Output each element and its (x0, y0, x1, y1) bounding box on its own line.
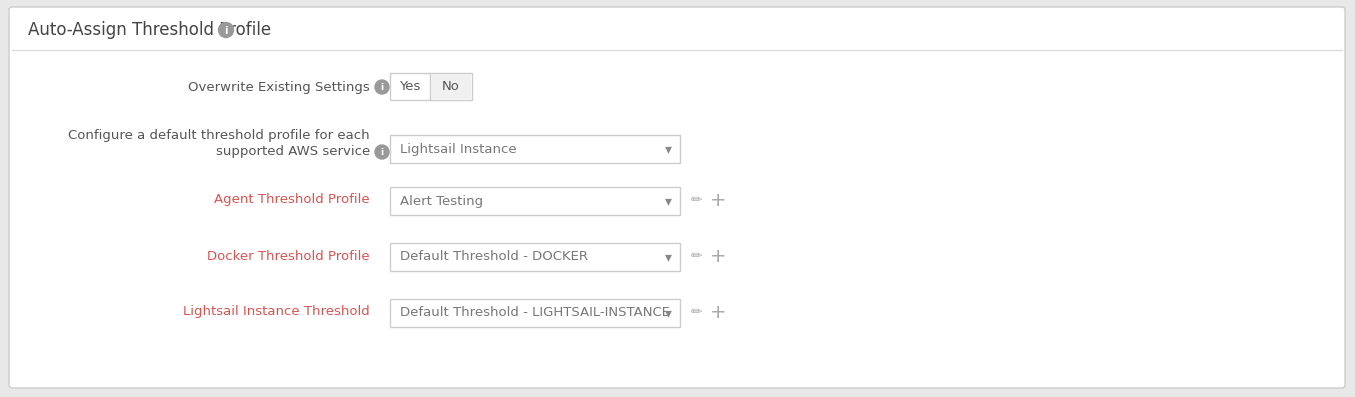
Text: ▾: ▾ (664, 306, 672, 320)
FancyBboxPatch shape (390, 299, 680, 327)
Text: i: i (224, 25, 228, 35)
Circle shape (375, 145, 389, 159)
Text: Default Threshold - LIGHTSAIL-INSTANCE: Default Threshold - LIGHTSAIL-INSTANCE (400, 306, 669, 320)
Text: Yes: Yes (400, 80, 420, 93)
Text: Agent Threshold Profile: Agent Threshold Profile (214, 193, 370, 206)
Circle shape (375, 80, 389, 94)
Text: +: + (710, 191, 726, 210)
FancyBboxPatch shape (431, 74, 472, 99)
FancyBboxPatch shape (390, 187, 680, 215)
Text: Docker Threshold Profile: Docker Threshold Profile (207, 249, 370, 262)
Circle shape (218, 23, 233, 37)
Text: ▾: ▾ (664, 142, 672, 156)
Text: supported AWS service: supported AWS service (215, 145, 370, 158)
Text: i: i (381, 148, 383, 157)
Text: No: No (442, 80, 459, 93)
Text: ✏: ✏ (690, 249, 702, 263)
Text: Auto-Assign Threshold Profile: Auto-Assign Threshold Profile (28, 21, 271, 39)
Text: +: + (710, 247, 726, 266)
Text: Alert Testing: Alert Testing (400, 195, 484, 208)
Text: Configure a default threshold profile for each: Configure a default threshold profile fo… (68, 129, 370, 141)
Text: i: i (381, 83, 383, 92)
Text: Lightsail Instance: Lightsail Instance (400, 143, 516, 156)
FancyBboxPatch shape (390, 73, 472, 100)
Text: ✏: ✏ (690, 193, 702, 207)
FancyBboxPatch shape (390, 135, 680, 163)
Text: +: + (710, 303, 726, 322)
Text: Overwrite Existing Settings: Overwrite Existing Settings (188, 81, 370, 94)
Text: Default Threshold - DOCKER: Default Threshold - DOCKER (400, 251, 588, 264)
Text: ▾: ▾ (664, 250, 672, 264)
Text: Lightsail Instance Threshold: Lightsail Instance Threshold (183, 306, 370, 318)
FancyBboxPatch shape (390, 243, 680, 271)
FancyBboxPatch shape (9, 7, 1346, 388)
Text: ▾: ▾ (664, 194, 672, 208)
Text: ✏: ✏ (690, 305, 702, 319)
